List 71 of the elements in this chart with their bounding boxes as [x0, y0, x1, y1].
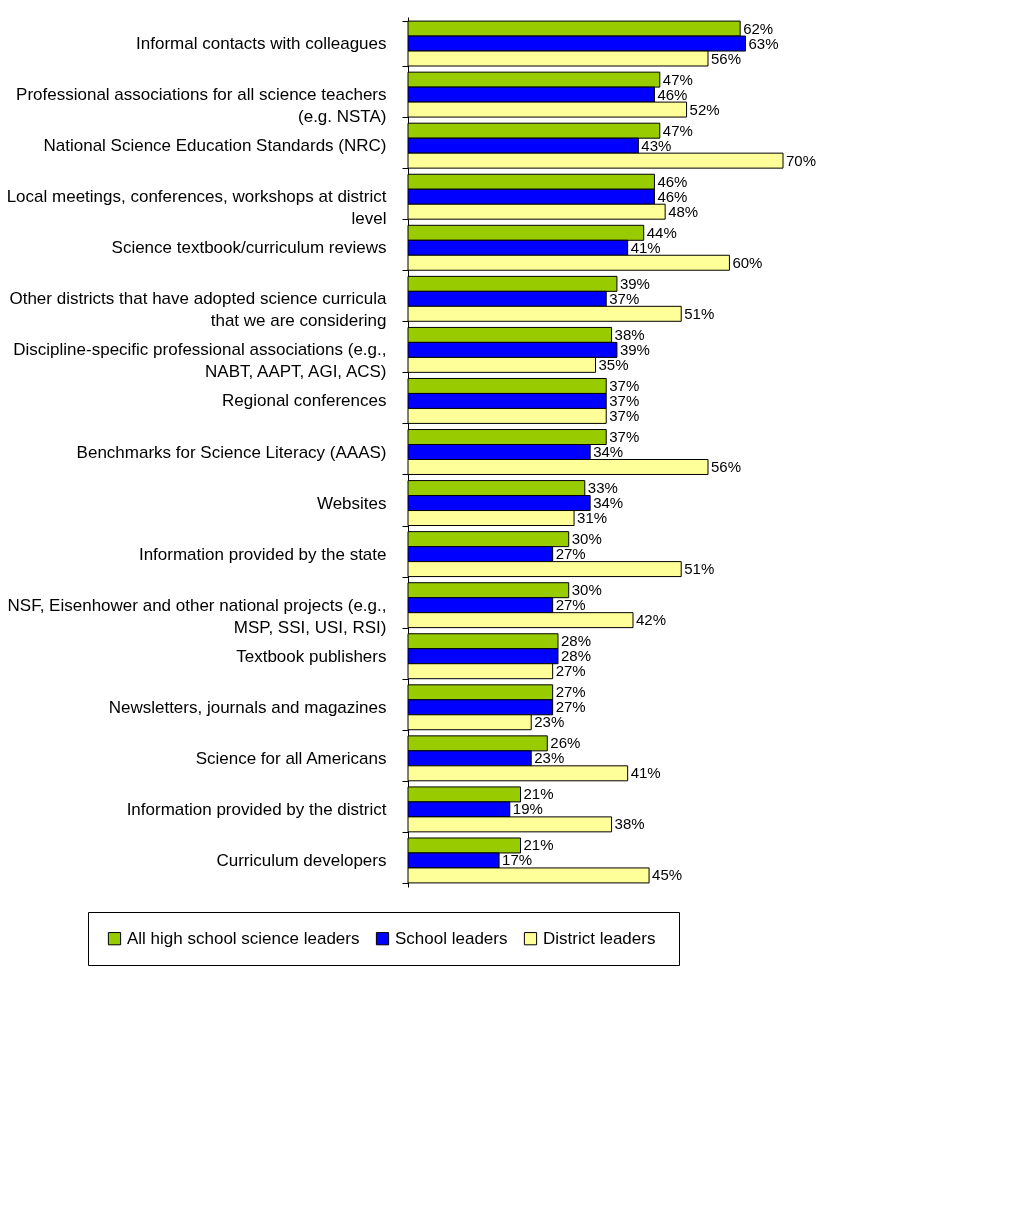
y-tick-label: Textbook publishers	[236, 646, 387, 666]
y-tick-label: Professional associations for all science teachers (e.g. NSTA)	[16, 85, 387, 127]
data-label: 31%	[577, 509, 608, 527]
data-label: 51%	[684, 560, 715, 578]
y-tick-label: Other districts that have adopted science curricula that we are considering	[9, 289, 388, 331]
data-label: 19%	[512, 800, 543, 818]
y-tick-label: National Science Education Standards (NRC)	[43, 136, 387, 156]
data-label: 42%	[636, 611, 667, 629]
legend-label: School leaders	[395, 928, 508, 948]
data-label: 30%	[571, 581, 602, 599]
data-label: 35%	[598, 355, 629, 373]
data-label: 37%	[609, 376, 640, 394]
y-tick-label: Information provided by the state	[138, 544, 387, 564]
data-label: 37%	[609, 289, 640, 307]
data-label: 21%	[523, 836, 554, 854]
data-label: 27%	[555, 698, 586, 716]
data-label: 27%	[555, 596, 586, 614]
data-label: 37%	[609, 428, 640, 446]
data-label: 56%	[711, 49, 742, 67]
data-label: 48%	[668, 202, 699, 220]
data-label: 46%	[657, 85, 688, 103]
data-label: 63%	[748, 34, 779, 52]
y-tick-label: NSF, Eisenhower and other national projects (e.g., MSP, SSI, USI, RSI)	[7, 595, 387, 637]
data-label: 52%	[689, 100, 720, 118]
data-label: 38%	[614, 325, 645, 343]
data-label: 28%	[561, 632, 592, 650]
data-label: 46%	[657, 172, 688, 190]
data-label: 56%	[711, 457, 742, 475]
data-label: 41%	[630, 238, 661, 256]
data-label: 23%	[534, 749, 565, 767]
data-label: 38%	[614, 815, 645, 833]
y-tick-label: Information provided by the district	[126, 799, 387, 819]
data-label: 27%	[555, 545, 586, 563]
data-label: 27%	[555, 662, 586, 680]
data-label: 27%	[555, 683, 586, 701]
legend-label: District leaders	[543, 928, 656, 948]
y-tick-label: Local meetings, conferences, workshops at district level	[6, 187, 387, 229]
data-label: 44%	[646, 223, 677, 241]
data-label: 17%	[502, 851, 533, 869]
y-tick-label: Science for all Americans	[195, 748, 387, 768]
data-label: 47%	[662, 121, 693, 139]
y-tick-label: Curriculum developers	[216, 850, 387, 870]
data-label: 28%	[561, 647, 592, 665]
data-label: 34%	[593, 443, 624, 460]
data-label: 37%	[609, 406, 640, 424]
data-label: 51%	[684, 304, 715, 322]
data-label: 34%	[593, 494, 624, 512]
data-label: 47%	[662, 70, 693, 88]
y-tick-label: Regional conferences	[222, 391, 387, 411]
y-tick-label: Benchmarks for Science Literacy (AAAS)	[76, 442, 387, 462]
data-label: 30%	[571, 530, 602, 548]
data-label: 37%	[609, 391, 640, 409]
data-label: 60%	[732, 253, 763, 271]
y-tick-label: Newsletters, journals and magazines	[108, 697, 387, 717]
data-label: 46%	[657, 187, 688, 205]
y-tick-label: Discipline-specific professional associations (e.g., NABT, AAPT, AGI, ACS)	[13, 340, 387, 382]
data-label: 33%	[587, 479, 618, 497]
y-tick-label: Websites	[316, 493, 387, 513]
y-tick-label: Informal contacts with colleagues	[136, 34, 387, 54]
data-label: 41%	[630, 764, 661, 782]
data-label: 70%	[786, 151, 817, 169]
data-label: 39%	[619, 340, 650, 358]
legend-label: All high school science leaders	[127, 928, 360, 948]
data-label: 43%	[641, 136, 672, 154]
data-label: 39%	[619, 274, 650, 292]
data-label: 26%	[550, 734, 581, 752]
data-label: 21%	[523, 785, 554, 803]
data-label: 62%	[743, 19, 774, 37]
y-tick-label: Science textbook/curriculum reviews	[111, 238, 387, 258]
data-label: 45%	[652, 866, 683, 884]
data-label: 23%	[534, 713, 565, 731]
